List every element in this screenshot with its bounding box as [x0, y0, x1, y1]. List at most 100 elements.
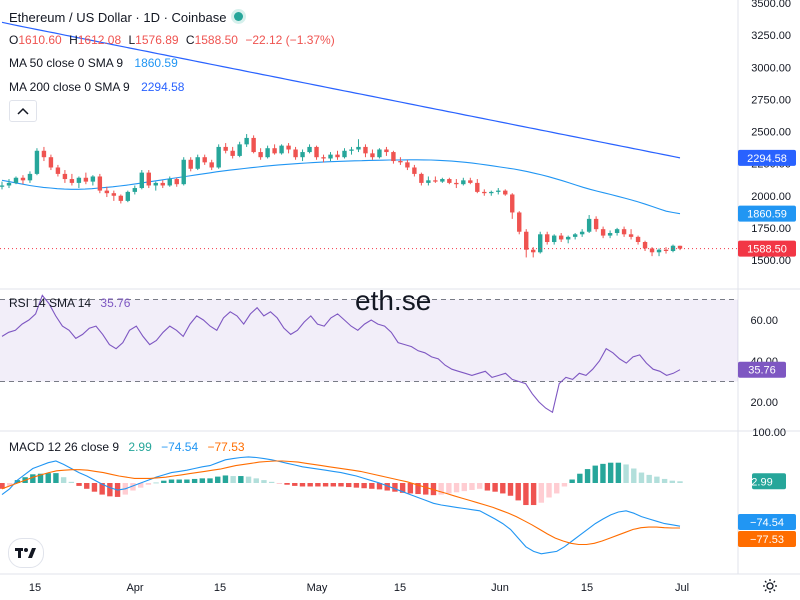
candle-body	[517, 212, 522, 232]
candle-body	[55, 167, 61, 174]
macd-hist-bar	[84, 483, 90, 489]
macd-hist-bar	[530, 483, 537, 506]
candle-body	[6, 182, 12, 186]
candle-body	[132, 188, 138, 192]
candle-body	[237, 144, 242, 156]
candle-body	[342, 150, 347, 158]
gear-icon[interactable]	[762, 578, 778, 594]
macd-tick-label: 100.00	[752, 427, 786, 439]
candle-body	[307, 146, 312, 153]
macd-hist-bar	[60, 477, 67, 483]
candle-body	[468, 180, 473, 183]
candle-body	[649, 248, 655, 253]
macd-hist-bar	[338, 483, 344, 487]
low-value: 1576.89	[135, 33, 179, 47]
macd-hist-bar	[238, 476, 244, 483]
candle-body	[447, 179, 452, 183]
candle-body	[440, 179, 445, 182]
candle-body	[524, 231, 529, 250]
macd-hist-bar	[654, 476, 660, 483]
candle-body	[663, 249, 669, 252]
macd-hist-bar	[623, 464, 629, 483]
candle-body	[314, 146, 319, 158]
candle-body	[181, 159, 186, 185]
ma50-legend[interactable]: MA 50 close 0 SMA 9 1860.59	[9, 56, 178, 70]
rsi-value-badge: 35.76	[748, 365, 776, 377]
candle-body	[20, 177, 26, 181]
candle-body	[433, 180, 438, 182]
candle-body	[370, 153, 375, 158]
candle-body	[586, 218, 592, 232]
macd-hist-bar	[507, 483, 514, 496]
macd-hist-bar	[253, 478, 259, 483]
time-tick-label: 15	[394, 582, 406, 594]
watermark: eth.se	[355, 285, 432, 316]
time-tick-label: 15	[214, 582, 226, 594]
macd-hist-bar	[176, 479, 182, 483]
macd-hist-bar	[461, 483, 467, 492]
candle-body	[167, 179, 172, 186]
candle-body	[628, 234, 634, 237]
macd-hist-bar	[607, 462, 614, 483]
candle-body	[160, 182, 165, 186]
candle-body	[475, 182, 480, 192]
ma200-label: MA 200 close 0 SMA 9	[9, 80, 130, 94]
rsi-legend[interactable]: RSI 14 SMA 14 35.76	[9, 296, 130, 310]
candle-body	[642, 242, 648, 249]
macd-hist-bar	[322, 483, 329, 487]
candle-body	[384, 149, 389, 153]
macd-hist-bar	[107, 483, 113, 497]
macd-hist-bar	[184, 479, 190, 483]
hist-value: −77.53	[207, 440, 245, 454]
macd-hist-bar	[492, 483, 498, 492]
candle-body	[482, 191, 487, 194]
macd-hist-bar	[330, 483, 336, 487]
candle-body	[607, 233, 613, 236]
time-tick-label: Apr	[126, 582, 143, 594]
candle-body	[104, 190, 110, 194]
candle-body	[349, 149, 354, 151]
candle-body	[34, 150, 40, 174]
macd-hist-bar	[569, 479, 575, 483]
candle-body	[223, 146, 228, 151]
macd-hist-bar	[446, 483, 452, 494]
macd-hist-bar	[546, 483, 552, 498]
macd-hist-bar	[638, 472, 645, 483]
high-label: H	[69, 33, 78, 47]
macd-legend[interactable]: MACD 12 26 close 9 2.99 −74.54 −77.53	[9, 440, 245, 454]
macd-hist-bar	[592, 465, 598, 483]
candle-body	[279, 145, 284, 154]
tv-logo-mark	[15, 548, 36, 558]
macd-hist-bar	[500, 483, 506, 494]
macd-hist-bar	[215, 476, 221, 483]
chevron-up-icon	[17, 107, 29, 115]
open-label: O	[9, 33, 19, 47]
macd-hist-bar	[438, 483, 444, 495]
candle-body	[265, 148, 270, 158]
macd-hist-bar	[369, 483, 375, 489]
price-tick-label: 3250.00	[751, 30, 791, 42]
price-tick-label: 1500.00	[751, 255, 791, 267]
last-price-badge-bg	[738, 240, 796, 257]
candle-body	[251, 137, 256, 153]
symbol-title[interactable]: Ethereum / US Dollar · 1D · Coinbase	[9, 10, 244, 25]
collapse-legend-button[interactable]	[9, 100, 37, 122]
candle-body	[461, 180, 466, 185]
signal-line-badge: −77.53	[750, 534, 784, 546]
macd-hist-bar	[153, 482, 159, 484]
candle-body	[139, 172, 144, 189]
candle-body	[321, 157, 326, 159]
close-label: C	[185, 33, 195, 47]
candle-body	[670, 245, 676, 252]
ma200-legend[interactable]: MA 200 close 0 SMA 9 2294.58	[9, 80, 184, 94]
macd-hist-bar	[600, 463, 606, 483]
candle-body	[426, 180, 431, 183]
macd-hist-bar	[384, 483, 390, 491]
macd-hist-bar	[677, 481, 683, 483]
macd-hist-bar	[661, 478, 668, 483]
macd-hist-bar	[515, 483, 521, 501]
tradingview-logo-icon[interactable]	[8, 538, 44, 568]
macd-value: 2.99	[128, 440, 152, 454]
macd-hist-bar	[137, 483, 144, 488]
